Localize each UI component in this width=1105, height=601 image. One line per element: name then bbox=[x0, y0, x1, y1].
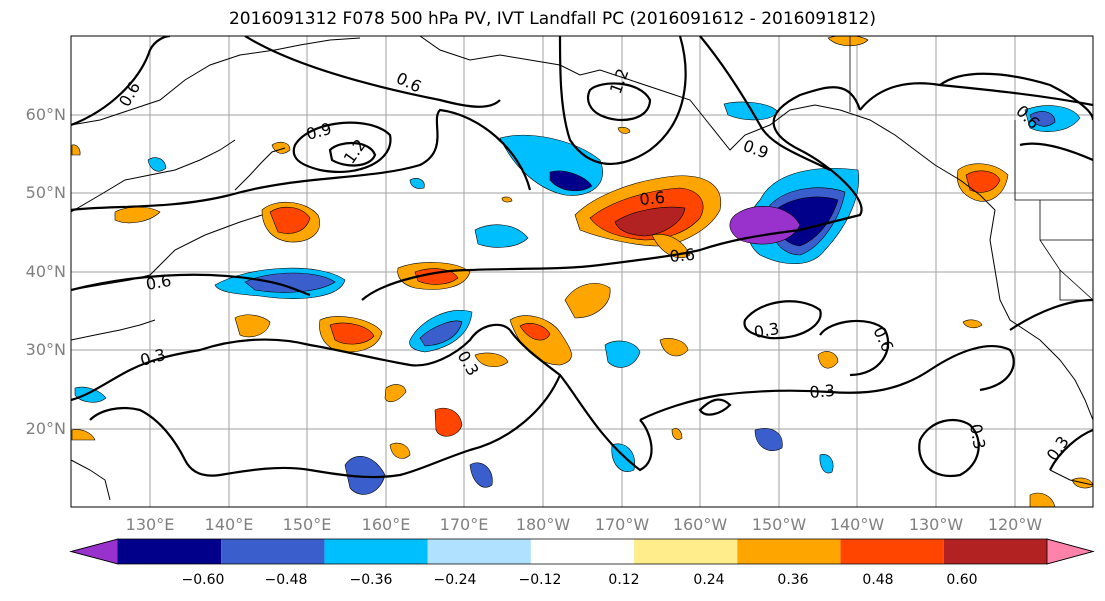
lat-label: 20°N bbox=[25, 419, 66, 438]
lon-label: 150°W bbox=[751, 515, 807, 534]
colorbar bbox=[69, 538, 1095, 565]
colorbar-segment bbox=[840, 539, 944, 564]
lat-label: 50°N bbox=[25, 183, 66, 202]
colorbar-tick-label: 0.36 bbox=[777, 572, 809, 588]
colorbar-segment bbox=[324, 539, 428, 564]
colorbar-segment bbox=[530, 539, 635, 564]
map-title: 2016091312 F078 500 hPa PV, IVT Landfall… bbox=[228, 9, 876, 29]
colorbar-tick-label: −0.36 bbox=[349, 572, 393, 588]
lon-label: 180°W bbox=[515, 515, 571, 534]
lon-label: 130°E bbox=[125, 515, 175, 534]
pv-contours bbox=[71, 36, 1093, 479]
colorbar-outline bbox=[69, 538, 1095, 565]
colorbar-segment bbox=[427, 539, 531, 564]
colorbar-tick-label: −0.12 bbox=[518, 572, 562, 588]
contour-label: 0.3 bbox=[966, 422, 989, 450]
lat-label: 60°N bbox=[25, 105, 66, 124]
lon-label: 170°E bbox=[439, 515, 489, 534]
colorbar-segment bbox=[943, 539, 1047, 564]
lon-label: 120°W bbox=[987, 515, 1043, 534]
colorbar-extend-max bbox=[1046, 538, 1095, 565]
lon-label: 140°E bbox=[204, 515, 254, 534]
lon-label: 140°W bbox=[829, 515, 885, 534]
lon-label: 160°E bbox=[361, 515, 411, 534]
lat-label: 40°N bbox=[25, 262, 66, 281]
map-gridlines bbox=[71, 36, 1093, 507]
contour-label: 0.3 bbox=[752, 319, 780, 342]
colorbar-tick-label: −0.60 bbox=[181, 572, 225, 588]
lon-label: 130°W bbox=[908, 515, 964, 534]
colorbar-tick-label: 0.60 bbox=[946, 572, 978, 588]
colorbar-tick-label: 0.12 bbox=[608, 572, 640, 588]
colorbar-segment bbox=[737, 539, 841, 564]
colorbar-tick-label: 0.24 bbox=[693, 572, 725, 588]
contour-label: 0.6 bbox=[639, 188, 666, 209]
lon-label: 160°W bbox=[672, 515, 728, 534]
political-borders bbox=[849, 36, 1093, 301]
colorbar-segment bbox=[118, 539, 222, 564]
map-frame bbox=[70, 35, 1094, 508]
colorbar-segment bbox=[221, 539, 325, 564]
coastlines bbox=[71, 36, 1093, 501]
lat-label: 30°N bbox=[25, 340, 66, 359]
contour-label: 0.6 bbox=[144, 271, 172, 294]
contour-label: 0.3 bbox=[809, 381, 836, 402]
lon-label: 150°E bbox=[282, 515, 332, 534]
colorbar-tick-label: 0.48 bbox=[862, 572, 894, 588]
colorbar-tick-label: −0.24 bbox=[433, 572, 477, 588]
contour-label: 0.6 bbox=[669, 245, 696, 266]
lon-label: 170°W bbox=[594, 515, 650, 534]
ivt-shading bbox=[71, 36, 1093, 507]
colorbar-extend-min bbox=[69, 538, 119, 565]
colorbar-segment bbox=[634, 539, 738, 564]
colorbar-tick-label: −0.48 bbox=[264, 572, 308, 588]
